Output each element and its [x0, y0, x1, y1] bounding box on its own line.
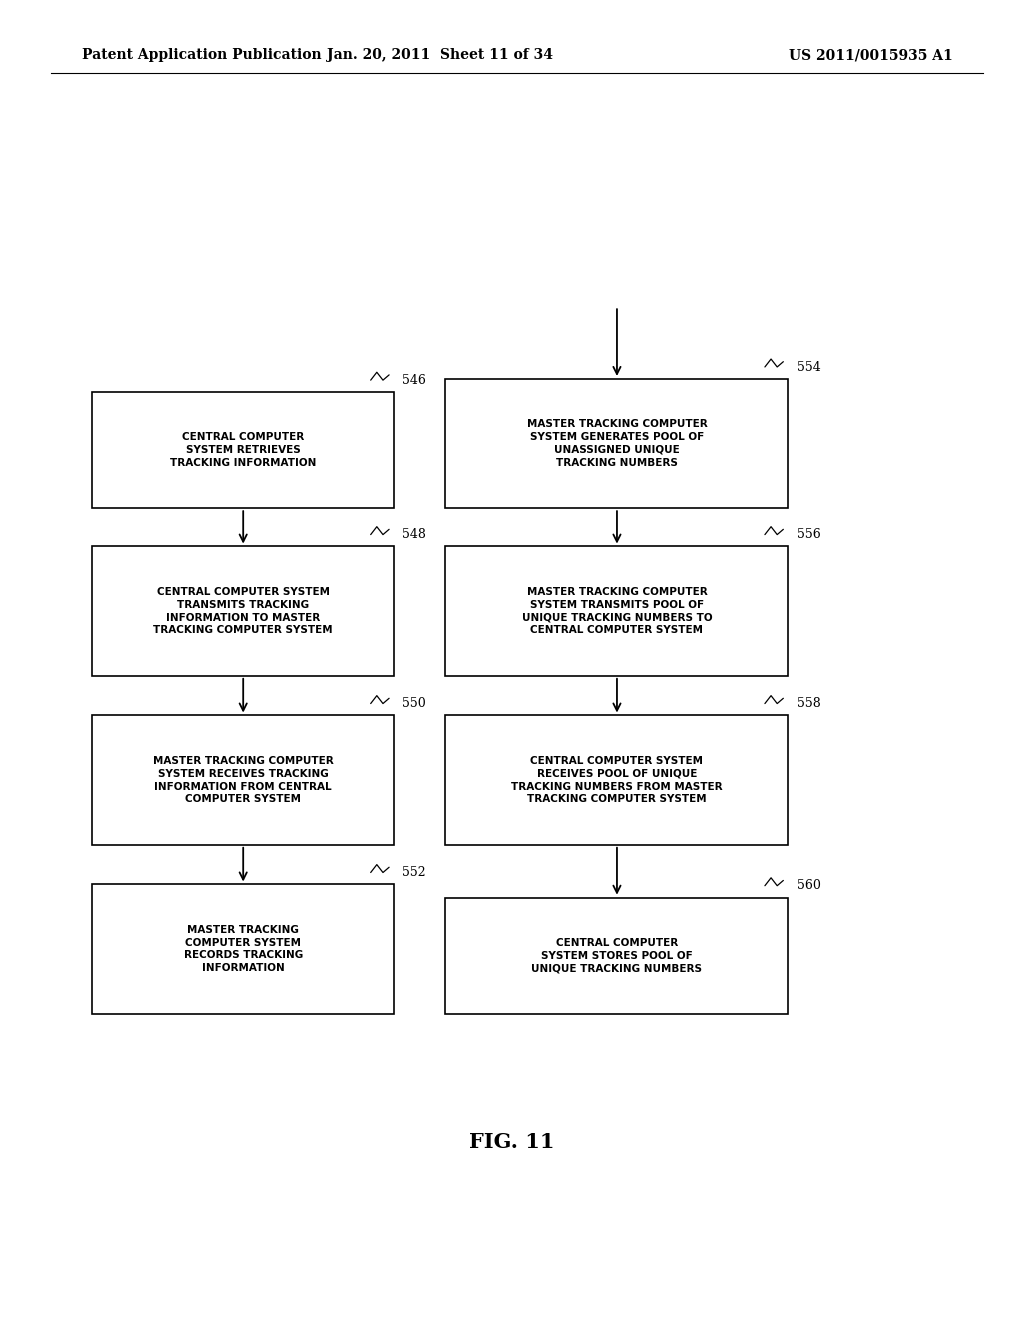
Text: MASTER TRACKING COMPUTER
SYSTEM RECEIVES TRACKING
INFORMATION FROM CENTRAL
COMPU: MASTER TRACKING COMPUTER SYSTEM RECEIVES… — [153, 756, 334, 804]
Bar — [92, 392, 394, 508]
Text: 556: 556 — [797, 528, 820, 541]
Bar — [445, 546, 788, 676]
Bar — [92, 546, 394, 676]
Text: 546: 546 — [402, 374, 426, 387]
Text: CENTRAL COMPUTER
SYSTEM STORES POOL OF
UNIQUE TRACKING NUMBERS: CENTRAL COMPUTER SYSTEM STORES POOL OF U… — [531, 939, 702, 973]
Text: CENTRAL COMPUTER SYSTEM
TRANSMITS TRACKING
INFORMATION TO MASTER
TRACKING COMPUT: CENTRAL COMPUTER SYSTEM TRANSMITS TRACKI… — [154, 587, 333, 635]
Text: FIG. 11: FIG. 11 — [469, 1131, 555, 1152]
Text: MASTER TRACKING
COMPUTER SYSTEM
RECORDS TRACKING
INFORMATION: MASTER TRACKING COMPUTER SYSTEM RECORDS … — [183, 925, 303, 973]
Text: MASTER TRACKING COMPUTER
SYSTEM GENERATES POOL OF
UNASSIGNED UNIQUE
TRACKING NUM: MASTER TRACKING COMPUTER SYSTEM GENERATE… — [526, 420, 708, 467]
Bar — [445, 379, 788, 508]
Text: 558: 558 — [797, 697, 820, 710]
Text: 550: 550 — [402, 697, 426, 710]
Text: CENTRAL COMPUTER
SYSTEM RETRIEVES
TRACKING INFORMATION: CENTRAL COMPUTER SYSTEM RETRIEVES TRACKI… — [170, 433, 316, 467]
Bar — [445, 715, 788, 845]
Text: US 2011/0015935 A1: US 2011/0015935 A1 — [788, 49, 952, 62]
Text: MASTER TRACKING COMPUTER
SYSTEM TRANSMITS POOL OF
UNIQUE TRACKING NUMBERS TO
CEN: MASTER TRACKING COMPUTER SYSTEM TRANSMIT… — [521, 587, 713, 635]
Text: Jan. 20, 2011  Sheet 11 of 34: Jan. 20, 2011 Sheet 11 of 34 — [328, 49, 553, 62]
Text: CENTRAL COMPUTER SYSTEM
RECEIVES POOL OF UNIQUE
TRACKING NUMBERS FROM MASTER
TRA: CENTRAL COMPUTER SYSTEM RECEIVES POOL OF… — [511, 756, 723, 804]
Text: 554: 554 — [797, 360, 820, 374]
Bar — [92, 715, 394, 845]
Text: Patent Application Publication: Patent Application Publication — [82, 49, 322, 62]
Text: 548: 548 — [402, 528, 426, 541]
Text: 560: 560 — [797, 879, 820, 892]
Text: 552: 552 — [402, 866, 426, 879]
Bar — [445, 898, 788, 1014]
Bar — [92, 884, 394, 1014]
